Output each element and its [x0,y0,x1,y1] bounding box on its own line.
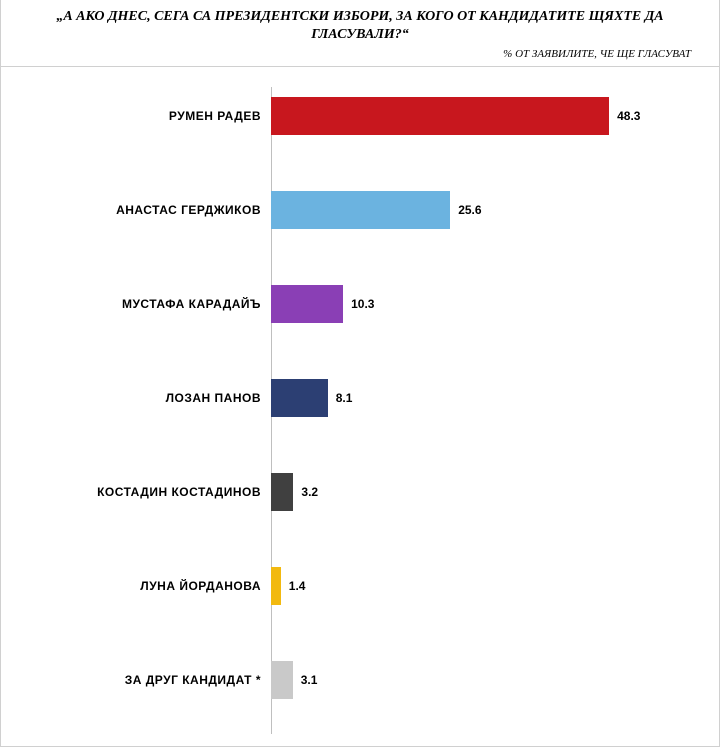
bar-label: ЛОЗАН ПАНОВ [1,391,271,405]
bar-area: 8.1 [271,379,719,417]
chart-area: РУМЕН РАДЕВ 48.3 АНАСТАС ГЕРДЖИКОВ 25.6 МУСТ… [0,67,720,747]
bar-row: РУМЕН РАДЕВ 48.3 [1,97,719,135]
bar [271,191,450,229]
bar-label: ЗА ДРУГ КАНДИДАТ * [1,673,271,687]
bar-label: РУМЕН РАДЕВ [1,109,271,123]
bar [271,379,328,417]
bar-label: КОСТАДИН КОСТАДИНОВ [1,485,271,499]
bar-row: ЛУНА ЙОРДАНОВА 1.4 [1,567,719,605]
bar-row: АНАСТАС ГЕРДЖИКОВ 25.6 [1,191,719,229]
bar-area: 3.2 [271,473,719,511]
chart-header: „А АКО ДНЕС, СЕГА СА ПРЕЗИДЕНТСКИ ИЗБОРИ… [0,0,720,67]
bar-value: 10.3 [351,297,374,311]
bar [271,473,293,511]
bar-label: АНАСТАС ГЕРДЖИКОВ [1,203,271,217]
bar [271,97,609,135]
bar-row: ЗА ДРУГ КАНДИДАТ * 3.1 [1,661,719,699]
bar [271,567,281,605]
bar-value: 48.3 [617,109,640,123]
bar-value: 3.2 [301,485,318,499]
bar-area: 10.3 [271,285,719,323]
bar-area: 25.6 [271,191,719,229]
bar-value: 1.4 [289,579,306,593]
bar-area: 3.1 [271,661,719,699]
bar-row: МУСТАФА КАРАДАЙЪ 10.3 [1,285,719,323]
bar-area: 1.4 [271,567,719,605]
bar-row: ЛОЗАН ПАНОВ 8.1 [1,379,719,417]
bar-row: КОСТАДИН КОСТАДИНОВ 3.2 [1,473,719,511]
bar-value: 3.1 [301,673,318,687]
chart-subtitle: % ОТ ЗАЯВИЛИТЕ, ЧЕ ЩЕ ГЛАСУВАТ [21,48,699,60]
bar-label: ЛУНА ЙОРДАНОВА [1,579,271,593]
bar-value: 8.1 [336,391,353,405]
bar-label: МУСТАФА КАРАДАЙЪ [1,297,271,311]
bar [271,661,293,699]
bar-area: 48.3 [271,97,719,135]
bar-value: 25.6 [458,203,481,217]
chart-title: „А АКО ДНЕС, СЕГА СА ПРЕЗИДЕНТСКИ ИЗБОРИ… [21,8,699,44]
bar [271,285,343,323]
